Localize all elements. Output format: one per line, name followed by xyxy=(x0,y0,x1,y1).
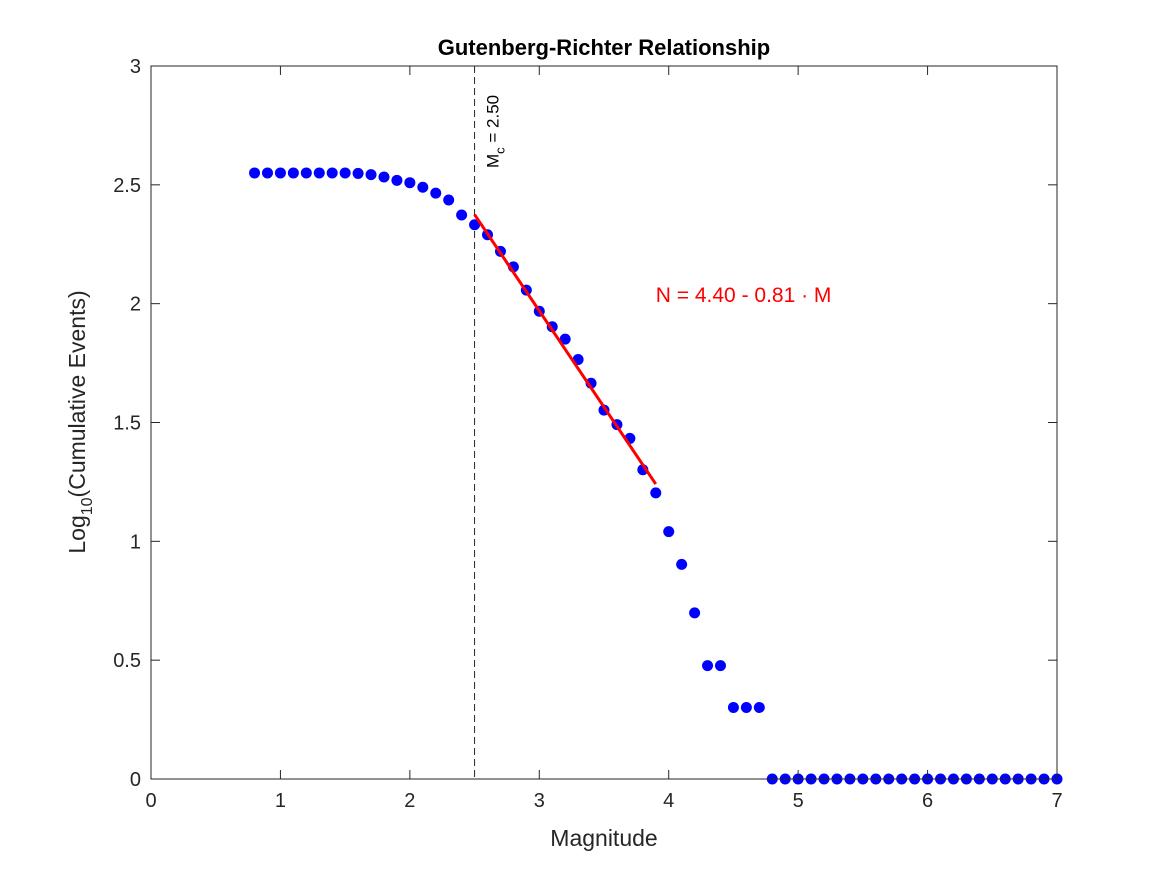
y-tick-label: 1 xyxy=(130,531,141,553)
data-point xyxy=(300,167,312,179)
mc-label-main: M xyxy=(484,154,503,168)
x-tick-label: 0 xyxy=(145,790,156,812)
y-tick-label: 3 xyxy=(130,56,141,78)
data-point xyxy=(352,167,364,179)
data-point xyxy=(650,487,662,499)
data-point xyxy=(326,167,338,179)
x-tick-label: 1 xyxy=(275,790,286,812)
data-point xyxy=(365,169,377,181)
axis-ticks: 0 1 2 3 4 5 6 7 0 0.5 1 1.5 2 2.5 3 xyxy=(113,56,1062,812)
data-point xyxy=(287,167,299,179)
x-tick-label: 6 xyxy=(922,790,933,812)
data-point xyxy=(378,171,390,183)
y-axis-label: Log10(Cumulative Events) xyxy=(64,290,96,553)
data-point xyxy=(313,167,325,179)
data-point xyxy=(443,194,455,206)
data-point xyxy=(404,177,416,189)
x-tick-label: 3 xyxy=(534,790,545,812)
data-point xyxy=(740,701,752,713)
x-tick-label: 7 xyxy=(1051,790,1062,812)
x-axis-label: Magnitude xyxy=(550,825,657,851)
y-axis-label-subscript: 10 xyxy=(79,497,96,515)
data-point xyxy=(261,167,273,179)
data-point xyxy=(417,181,429,193)
data-point xyxy=(391,174,403,186)
mc-label: Mc = 2.50 xyxy=(484,95,508,168)
x-tick-label: 5 xyxy=(793,790,804,812)
data-point xyxy=(339,167,351,179)
data-point xyxy=(727,701,739,713)
fit-line xyxy=(473,213,658,485)
fit-equation: N = 4.40 - 0.81 · M xyxy=(656,284,832,307)
y-axis-label-rest: (Cumulative Events) xyxy=(64,290,90,497)
data-point xyxy=(559,333,571,345)
data-point xyxy=(689,607,701,619)
data-point xyxy=(274,167,286,179)
y-tick-label: 0 xyxy=(130,769,141,791)
y-tick-label: 0.5 xyxy=(113,650,141,672)
mc-label-rest: = 2.50 xyxy=(484,95,503,147)
data-point xyxy=(702,660,714,672)
data-point xyxy=(714,660,726,672)
x-tick-label: 4 xyxy=(663,790,674,812)
data-point xyxy=(430,187,442,199)
y-tick-label: 2.5 xyxy=(113,175,141,197)
data-point xyxy=(456,209,468,221)
y-tick-label: 2 xyxy=(130,294,141,316)
data-point xyxy=(249,167,261,179)
data-point xyxy=(663,526,675,538)
chart-title: Gutenberg-Richter Relationship xyxy=(438,35,770,60)
mc-label-subscript: c xyxy=(493,147,508,154)
data-point xyxy=(676,558,688,570)
y-tick-label: 1.5 xyxy=(113,413,141,435)
data-point xyxy=(469,219,481,231)
y-axis-label-main: Log xyxy=(64,515,90,553)
data-point xyxy=(753,701,765,713)
x-tick-label: 2 xyxy=(404,790,415,812)
